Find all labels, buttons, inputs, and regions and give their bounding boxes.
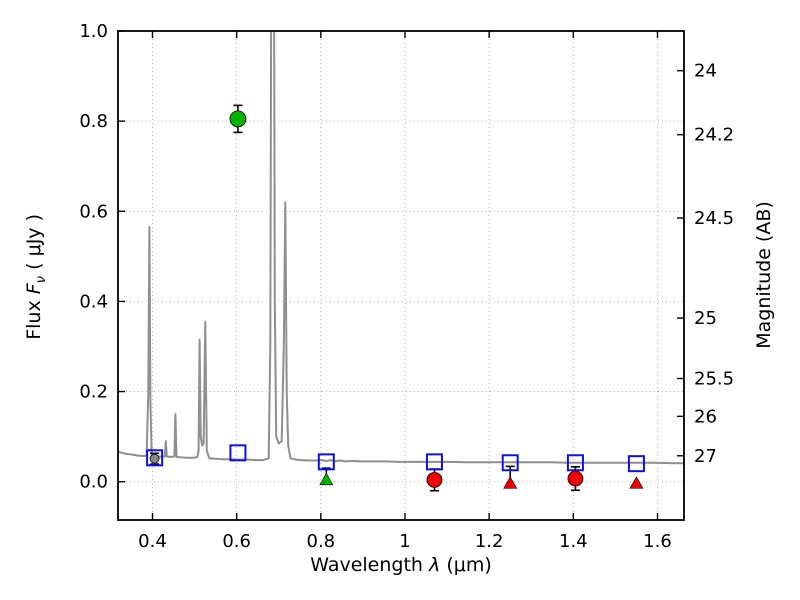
flux-limit-triangle [319,472,334,486]
magnitude-tick-label: 25.5 [694,368,734,389]
flux-tick-label: 0.4 [79,291,108,312]
x-tick-label: 1.6 [643,531,672,552]
x-tick-label: 1 [399,531,410,552]
model-flux-square [425,453,443,471]
grid-lines [118,30,684,520]
plot-frame [117,30,685,521]
observed-flux-point [426,471,443,488]
observed-flux-point [149,453,160,464]
model-photometry-squares [146,444,645,473]
model-flux-square [317,453,335,471]
x-tick-label: 0.8 [307,531,336,552]
x-axis-label-word: Wavelength [310,554,423,576]
x-tick-label: 1.2 [475,531,504,552]
x-tick-label: 0.4 [138,531,167,552]
model-flux-square [501,454,519,472]
magnitude-tick-label: 25 [694,308,717,329]
magnitude-tick-label: 24.2 [694,125,734,146]
x-tick-label: 1.4 [559,531,588,552]
y-axis-label-word: Flux [23,300,46,340]
x-axis-label-symbol: λ [429,554,441,576]
flux-tick-label: 0.8 [79,111,108,132]
magnitude-tick-label: 24.5 [694,208,734,229]
flux-limit-triangle [503,476,518,489]
magnitude-tick-label: 24 [694,61,717,82]
x-axis-label-unit: (μm) [446,554,492,576]
x-axis-label: Wavelength λ (μm) [151,554,651,576]
flux-tick-label: 0.0 [79,472,108,493]
observed-flux-point [229,110,247,128]
y-axis-label-flux: Flux Fν ( μJy ) [23,27,49,527]
model-flux-square [566,454,584,472]
flux-tick-label: 0.2 [79,382,108,403]
flux-limit-triangle [629,476,644,489]
magnitude-tick-label: 26 [694,406,717,427]
tick-labels: 0.4 0.6 0.8 1 1.2 1.4 1.6 0.0 0.2 0.4 0.6 0.8 1.0 24 2… [79,21,734,552]
axis-ticks [118,30,684,520]
model-flux-square [229,444,247,462]
y-axis-label-magnitude-text: Magnitude (AB) [753,201,775,349]
y-axis-label-unit: ( μJy ) [23,213,46,270]
y-axis-label-magnitude: Magnitude (AB) [753,25,775,525]
observed-flux-point [567,470,584,487]
y-axis-label-subscript: ν [33,275,49,284]
y-axis-label-symbol: F [23,283,46,295]
error-bars [150,104,580,492]
flux-tick-label: 0.6 [79,201,108,222]
model-spectrum-line [118,31,684,465]
magnitude-tick-label: 27 [694,446,717,467]
model-flux-square [146,449,164,467]
observed-photometry-markers [149,110,644,489]
flux-tick-label: 1.0 [79,21,108,42]
model-flux-square [627,455,645,473]
x-tick-label: 0.6 [222,531,251,552]
